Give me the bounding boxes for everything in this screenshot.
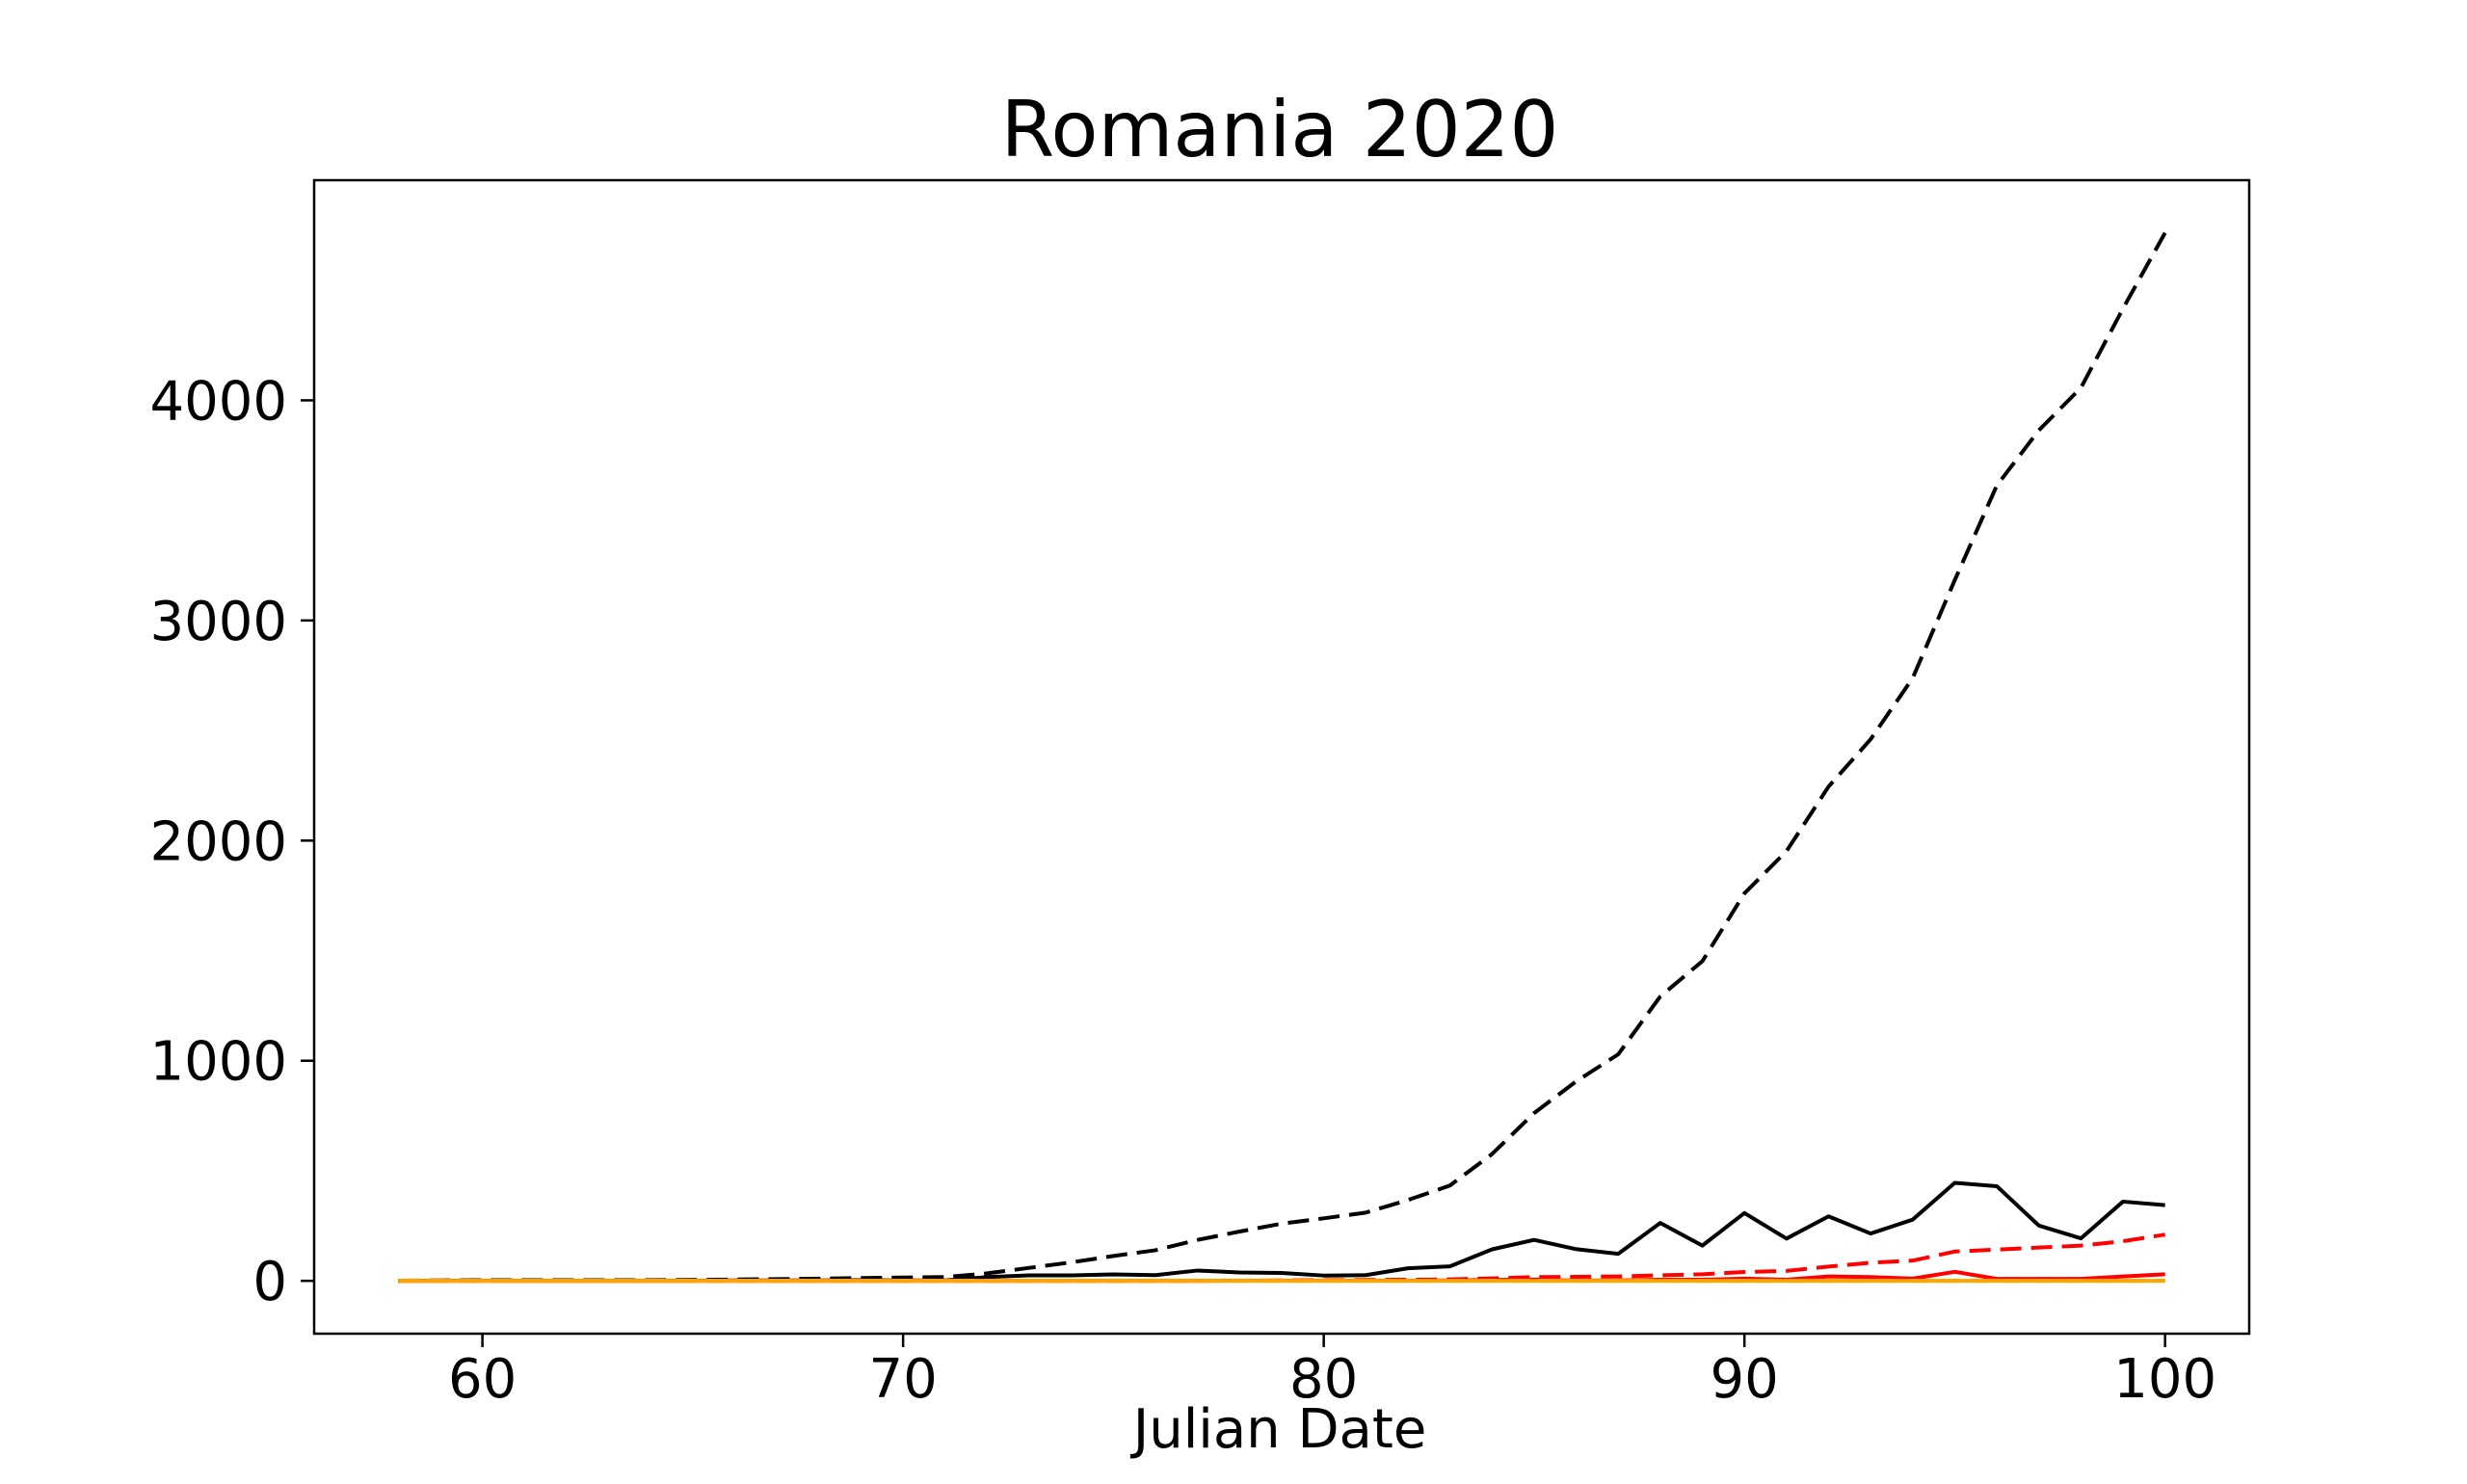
x-tick-label: 70 xyxy=(868,1348,937,1411)
x-tick-label: 100 xyxy=(2113,1348,2216,1411)
y-tick-label: 1000 xyxy=(149,1031,287,1094)
x-axis-label: Julian Date xyxy=(1130,1398,1427,1461)
y-tick-label: 4000 xyxy=(149,370,287,433)
plot-frame xyxy=(312,178,2251,1336)
y-tick-label: 0 xyxy=(252,1251,287,1313)
x-tick-label: 80 xyxy=(1289,1348,1358,1411)
chart-title: Romania 2020 xyxy=(1001,85,1559,174)
y-tick-label: 2000 xyxy=(149,810,287,873)
x-tick-label: 90 xyxy=(1711,1348,1779,1411)
x-tick-label: 60 xyxy=(448,1348,517,1411)
y-tick-label: 3000 xyxy=(149,591,287,653)
